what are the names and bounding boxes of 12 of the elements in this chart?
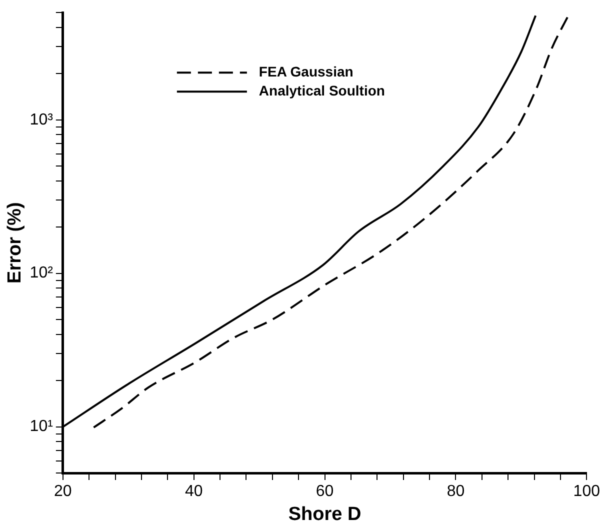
- y-tick-label: 10³: [30, 111, 54, 128]
- y-tick-label: 10¹: [30, 418, 53, 436]
- x-tick-label: 80: [446, 483, 465, 500]
- x-tick-label: 40: [184, 483, 203, 500]
- x-tick-label: 20: [54, 483, 72, 500]
- legend-label: Analytical Soultion: [258, 82, 385, 98]
- x-tick-label: 60: [316, 483, 334, 500]
- y-axis-title: Error (%): [4, 202, 26, 284]
- x-tick-label: 100: [573, 483, 600, 500]
- y-tick-label: 10²: [30, 264, 54, 282]
- legend-label: FEA Gaussian: [258, 63, 354, 80]
- x-axis-title: Shore D: [288, 504, 362, 525]
